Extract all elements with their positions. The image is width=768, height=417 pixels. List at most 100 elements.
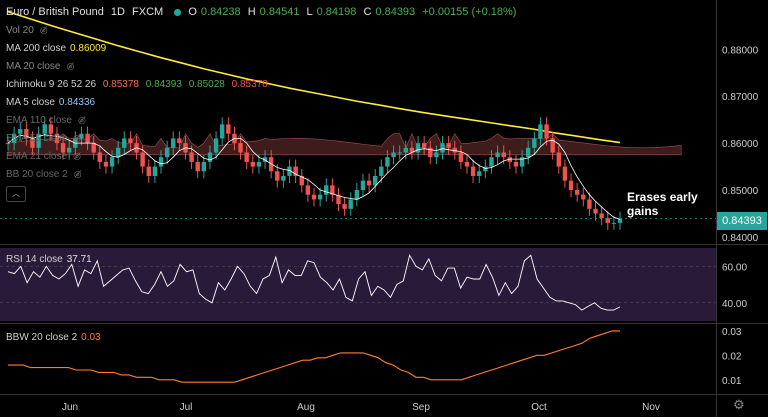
open-label: O bbox=[188, 6, 197, 18]
candle-body bbox=[587, 199, 592, 209]
candle-body bbox=[36, 133, 41, 148]
candle-body bbox=[213, 138, 219, 153]
candle-body bbox=[593, 208, 598, 214]
annotation-text: Erases early gains bbox=[627, 190, 698, 218]
candle-body bbox=[91, 143, 96, 153]
candle-body bbox=[452, 147, 457, 153]
interval-label[interactable]: 1D bbox=[110, 6, 125, 18]
candle-body bbox=[146, 166, 151, 176]
legend-label: Vol 20 bbox=[6, 25, 34, 36]
candle-body bbox=[164, 147, 170, 158]
candle-body bbox=[281, 175, 286, 181]
high-label: H bbox=[247, 6, 256, 18]
change-value: +0.00155 (+0.18%) bbox=[422, 6, 517, 18]
legend-vol[interactable]: Vol 20 ◎̸ bbox=[6, 24, 48, 37]
candle-body bbox=[391, 152, 396, 158]
candle-body bbox=[360, 180, 366, 191]
candle-body bbox=[489, 157, 494, 167]
candle-body bbox=[103, 161, 109, 167]
last-price-label: 0.84393 bbox=[717, 212, 767, 230]
legend-rsi[interactable]: RSI 14 close 37.71 bbox=[6, 253, 92, 266]
legend-label: EMA 21 close bbox=[6, 151, 68, 162]
rsi-tick-label: 60.00 bbox=[722, 262, 747, 273]
candle-body bbox=[446, 143, 451, 148]
candle-body bbox=[397, 152, 402, 154]
y-tick-label: 0.84000 bbox=[722, 233, 759, 244]
candle-body bbox=[409, 147, 415, 153]
legend-ma5[interactable]: MA 5 close 0.84336 bbox=[6, 96, 95, 109]
candle-body bbox=[177, 138, 182, 144]
candle-body bbox=[207, 152, 213, 162]
candle-body bbox=[195, 161, 200, 172]
candle-body bbox=[60, 143, 66, 153]
legend-bbw[interactable]: BBW 20 close 2 0.03 bbox=[6, 331, 101, 344]
settings-gear-icon[interactable]: ⚙ bbox=[733, 397, 745, 412]
candle-body bbox=[574, 190, 580, 195]
legend-ema110[interactable]: EMA 110 close ◎̸ bbox=[6, 114, 86, 127]
eye-hidden-icon[interactable]: ◎̸ bbox=[73, 151, 82, 161]
eye-hidden-icon[interactable]: ◎̸ bbox=[66, 61, 75, 71]
low-label: L bbox=[306, 6, 313, 18]
candle-body bbox=[568, 180, 574, 191]
open-value: 0.84238 bbox=[200, 6, 241, 18]
legend-label: MA 200 close bbox=[6, 43, 67, 54]
symbol-name[interactable]: Euro / British Pound bbox=[6, 6, 104, 18]
candle-body bbox=[67, 147, 72, 153]
candle-body bbox=[403, 147, 408, 153]
candle-body bbox=[128, 138, 133, 144]
candle-body bbox=[5, 143, 11, 145]
candle-body bbox=[109, 157, 115, 167]
rsi-tick-label: 40.00 bbox=[722, 299, 747, 310]
legend-ma20[interactable]: MA 20 close ◎̸ bbox=[6, 60, 74, 73]
eye-hidden-icon[interactable]: ◎̸ bbox=[73, 133, 82, 143]
legend-ichimoku[interactable]: Ichimoku 9 26 52 26 0.85378 0.84393 0.85… bbox=[6, 78, 268, 91]
candle-body bbox=[379, 166, 384, 176]
candle-body bbox=[30, 138, 35, 148]
legend-label: MA 5 close bbox=[6, 97, 55, 108]
legend-value: 0.84336 bbox=[58, 97, 96, 108]
candle-body bbox=[250, 161, 255, 167]
candle-body bbox=[152, 166, 158, 176]
candle-body bbox=[501, 152, 506, 158]
high-value: 0.84541 bbox=[259, 6, 300, 18]
legend-label: BB 20 close 2 bbox=[6, 169, 68, 180]
legend-label: EMA 110 close bbox=[6, 115, 72, 126]
legend-bb[interactable]: BB 20 close 2 ◎̸ bbox=[6, 168, 82, 181]
candle-body bbox=[562, 166, 568, 181]
legend-ma200[interactable]: MA 200 close 0.86009 bbox=[6, 42, 106, 55]
ma5-line bbox=[7, 134, 621, 220]
candle-body bbox=[532, 138, 537, 148]
candle-body bbox=[275, 171, 280, 181]
candle-body bbox=[373, 175, 378, 186]
bbw-tick-label: 0.03 bbox=[722, 327, 742, 338]
candle-body bbox=[336, 194, 341, 205]
eye-hidden-icon[interactable]: ◎̸ bbox=[77, 115, 86, 125]
candle-body bbox=[385, 157, 390, 167]
eye-hidden-icon[interactable]: ◎̸ bbox=[39, 25, 48, 35]
candle-body bbox=[299, 175, 304, 186]
legend-ema21[interactable]: EMA 21 close ◎̸ bbox=[6, 150, 81, 163]
candle-body bbox=[293, 166, 298, 176]
collapse-legend-icon[interactable]: ︿ bbox=[6, 186, 26, 202]
candle-body bbox=[519, 157, 525, 167]
x-tick-label: Jun bbox=[62, 402, 78, 413]
candle-body bbox=[330, 185, 335, 195]
panel-divider bbox=[0, 244, 768, 245]
legend-label: MA 20 close bbox=[6, 61, 61, 72]
candle-body bbox=[477, 171, 482, 176]
legend-ema55[interactable]: EMA 55 close ◎̸ bbox=[6, 132, 81, 145]
close-value: 0.84393 bbox=[375, 6, 416, 18]
low-value: 0.84198 bbox=[316, 6, 357, 18]
legend-value: 0.86009 bbox=[70, 43, 107, 54]
candle-body bbox=[238, 143, 243, 153]
legend-value: 0.85378 bbox=[231, 79, 268, 90]
candle-body bbox=[171, 138, 176, 148]
candle-body bbox=[421, 143, 427, 148]
x-tick-label: Aug bbox=[297, 402, 315, 413]
candle-body bbox=[79, 133, 84, 139]
eye-hidden-icon[interactable]: ◎̸ bbox=[73, 169, 82, 179]
legend-label: EMA 55 close bbox=[6, 133, 68, 144]
legend-value: 37.71 bbox=[66, 254, 92, 265]
